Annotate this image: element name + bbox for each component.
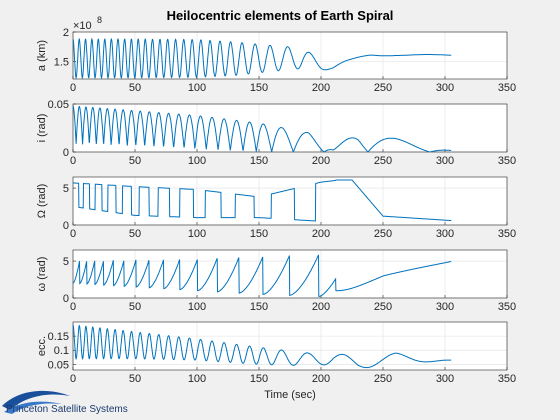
x-tick-label: 200 xyxy=(312,82,330,94)
y-tick-label: 5 xyxy=(63,183,69,195)
y-tick-label: 0.1 xyxy=(54,345,69,357)
x-tick-label: 150 xyxy=(250,373,268,385)
x-tick-label: 0 xyxy=(70,373,76,385)
y-axis-label: Ω (rad) xyxy=(36,184,48,219)
x-tick-label: 300 xyxy=(436,373,454,385)
logo-swoosh-icon xyxy=(2,390,70,410)
x-tick-label: 300 xyxy=(436,301,454,313)
x-tick-label: 200 xyxy=(312,228,330,240)
x-tick-label: 100 xyxy=(188,301,206,313)
x-tick-label: 250 xyxy=(374,155,392,167)
axes-box xyxy=(72,249,508,299)
y-tick-label: 0.05 xyxy=(48,359,69,371)
y-tick-label: 2 xyxy=(63,27,69,39)
x-tick-label: 100 xyxy=(188,228,206,240)
logo-text: Princeton Satellite Systems xyxy=(6,404,128,415)
x-tick-label: 200 xyxy=(312,301,330,313)
logo-swoosh-secondary-icon xyxy=(4,401,62,414)
y-tick-label: 0 xyxy=(63,220,69,232)
y-exponent-label: ×10 xyxy=(73,20,92,32)
x-tick-label: 50 xyxy=(129,155,141,167)
x-tick-label: 250 xyxy=(374,373,392,385)
x-tick-label: 300 xyxy=(436,82,454,94)
x-tick-label: 150 xyxy=(250,228,268,240)
x-tick-label: 350 xyxy=(498,301,516,313)
x-tick-label: 50 xyxy=(129,228,141,240)
x-tick-label: 350 xyxy=(498,228,516,240)
x-tick-label: 350 xyxy=(498,82,516,94)
x-tick-label: 100 xyxy=(188,373,206,385)
subplot-3: 0 50 100 150 200 250 300 350 0 5 Ω (rad) xyxy=(36,176,516,240)
x-tick-label: 200 xyxy=(312,373,330,385)
x-tick-label: 0 xyxy=(70,155,76,167)
subplot-1: 0 50 100 150 200 250 300 350 1.5 2 a (km) ×10 8 xyxy=(36,15,516,94)
y-exponent-power: 8 xyxy=(97,15,102,25)
x-tick-label: 100 xyxy=(188,155,206,167)
x-tick-label: 250 xyxy=(374,301,392,313)
x-tick-label: 350 xyxy=(498,155,516,167)
subplot-2: 0 50 100 150 200 250 300 350 0 0.05i (rad) xyxy=(36,99,516,167)
x-tick-label: 200 xyxy=(312,155,330,167)
axes-box xyxy=(72,176,508,226)
x-tick-label: 150 xyxy=(250,301,268,313)
series-line xyxy=(73,254,452,297)
x-tick-label: 250 xyxy=(374,228,392,240)
y-tick-label: 1.5 xyxy=(54,56,69,68)
x-axis-label: Time (sec) xyxy=(264,389,316,401)
x-tick-label: 50 xyxy=(129,82,141,94)
y-tick-label: 0.05 xyxy=(48,99,69,111)
y-axis-label: a (km) xyxy=(36,40,48,71)
y-axis-label: ecc. xyxy=(36,336,48,356)
x-tick-label: 50 xyxy=(129,373,141,385)
axes-box xyxy=(72,31,508,80)
x-tick-label: 100 xyxy=(188,82,206,94)
y-tick-label: 0.15 xyxy=(48,331,69,343)
y-tick-label: 0 xyxy=(63,293,69,305)
plot-area xyxy=(73,177,507,225)
x-tick-label: 150 xyxy=(250,155,268,167)
series-line xyxy=(73,324,452,369)
company-logo: Princeton Satellite Systems xyxy=(2,390,128,415)
x-tick-label: 300 xyxy=(436,155,454,167)
series-line xyxy=(73,37,452,79)
x-tick-label: 300 xyxy=(436,228,454,240)
x-tick-label: 0 xyxy=(70,228,76,240)
x-tick-label: 250 xyxy=(374,82,392,94)
axes-box xyxy=(72,321,508,371)
x-tick-label: 150 xyxy=(250,82,268,94)
y-axis-label: i (rad) xyxy=(36,114,48,143)
y-tick-label: 0 xyxy=(63,147,69,159)
figure-title: Heilocentric elements of Earth Spiral xyxy=(167,8,394,23)
series-line xyxy=(73,105,452,152)
subplot-4: 0 50 100 150 200 250 300 350 0 5 ω (rad) xyxy=(36,249,516,313)
y-axis-label: ω (rad) xyxy=(36,257,48,292)
x-tick-label: 0 xyxy=(70,301,76,313)
x-tick-label: 350 xyxy=(498,373,516,385)
y-tick-label: 5 xyxy=(63,256,69,268)
x-tick-label: 50 xyxy=(129,301,141,313)
x-tick-label: 0 xyxy=(70,82,76,94)
axes-box xyxy=(72,103,508,153)
series-line xyxy=(73,179,452,222)
plot-area xyxy=(73,104,507,152)
